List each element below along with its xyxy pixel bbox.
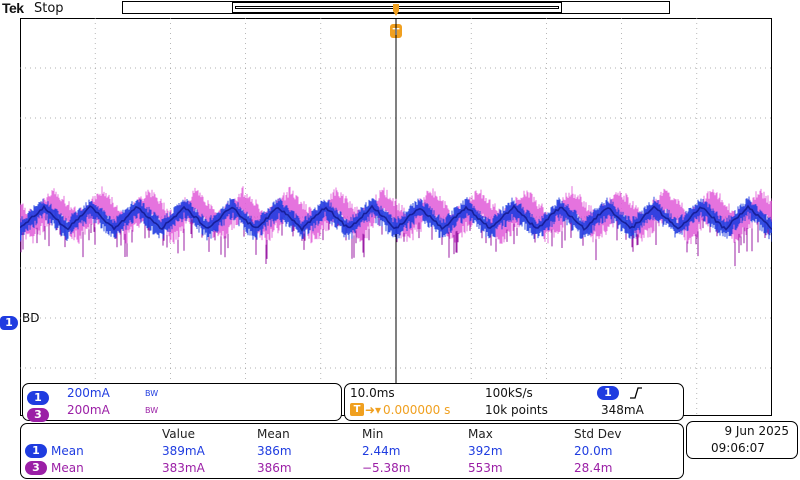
ch1-badge: 1: [27, 391, 49, 405]
meas-ch3-max: 553m: [468, 461, 503, 475]
datetime-panel: 9 Jun 2025 09:06:07: [686, 421, 798, 459]
meas-header-mean: Mean: [257, 427, 290, 441]
meas-ch3-name: Mean: [51, 461, 84, 475]
meas-ch1-mean: 386m: [257, 444, 292, 458]
meas-ch3-badge: 3: [25, 461, 47, 475]
meas-ch1-stddev: 20.0m: [574, 444, 613, 458]
waveform-display[interactable]: [20, 18, 772, 416]
date: 9 Jun 2025: [724, 424, 789, 438]
trigger-pos-t-icon: T: [350, 403, 364, 416]
trigger-level: 348mA: [601, 403, 644, 417]
time: 09:06:07: [711, 441, 765, 455]
meas-ch1-value: 389mA: [162, 444, 205, 458]
ch1-marker-badge: 1: [0, 316, 18, 330]
meas-ch3-min: −5.38m: [362, 461, 411, 475]
meas-ch1-name: Mean: [51, 444, 84, 458]
trigger-position: 0.000000 s: [383, 403, 451, 417]
brand-logo: Tek: [2, 0, 24, 16]
meas-ch3-stddev: 28.4m: [574, 461, 613, 475]
ch3-bw-limit-icon: BW: [145, 406, 159, 415]
meas-ch3-mean: 386m: [257, 461, 292, 475]
run-state[interactable]: Stop: [34, 1, 64, 16]
meas-row-ch1[interactable]: 1 Mean 389mA 386m 2.44m 392m 20.0m: [25, 444, 675, 460]
rising-edge-icon: [630, 387, 642, 399]
trigger-pos-arrow-icon: ➜▾: [365, 403, 382, 417]
meas-header-min: Min: [362, 427, 384, 441]
ch3-scale: 200mA: [67, 403, 110, 417]
ch3-badge: 3: [27, 408, 49, 422]
trigger-arrow-icon: [393, 4, 399, 16]
ch1-settings-row[interactable]: 1 200mA BW: [27, 386, 158, 405]
channel-settings-panel: 1 200mA BW 3 200mA BW: [22, 383, 342, 422]
meas-ch3-value: 383mA: [162, 461, 205, 475]
ch1-scale: 200mA: [67, 386, 110, 400]
ch1-ground-marker[interactable]: 1 BD: [0, 311, 39, 330]
meas-header-stddev: Std Dev: [574, 427, 622, 441]
meas-ch1-badge: 1: [25, 444, 47, 458]
record-length: 10k points: [485, 403, 548, 417]
meas-ch1-max: 392m: [468, 444, 503, 458]
timebase-trigger-panel[interactable]: 10.0ms 100kS/s 1 T ➜▾ 0.000000 s 10k poi…: [344, 383, 684, 421]
measurements-panel[interactable]: Value Mean Min Max Std Dev 1 Mean 389mA …: [20, 423, 684, 479]
ch1-trace-core: [20, 204, 772, 232]
time-per-div: 10.0ms: [350, 386, 395, 400]
sample-rate: 100kS/s: [485, 386, 533, 400]
meas-ch1-min: 2.44m: [362, 444, 401, 458]
trigger-source-badge: 1: [597, 386, 619, 400]
meas-header-max: Max: [468, 427, 493, 441]
meas-row-ch3[interactable]: 3 Mean 383mA 386m −5.38m 553m 28.4m: [25, 461, 675, 477]
waveform-traces: [20, 186, 772, 267]
meas-header-value: Value: [162, 427, 195, 441]
ch3-settings-row[interactable]: 3 200mA BW: [27, 403, 158, 422]
ch1-bw-limit-icon: BW: [145, 389, 159, 398]
ch1-marker-label: BD: [22, 311, 40, 325]
